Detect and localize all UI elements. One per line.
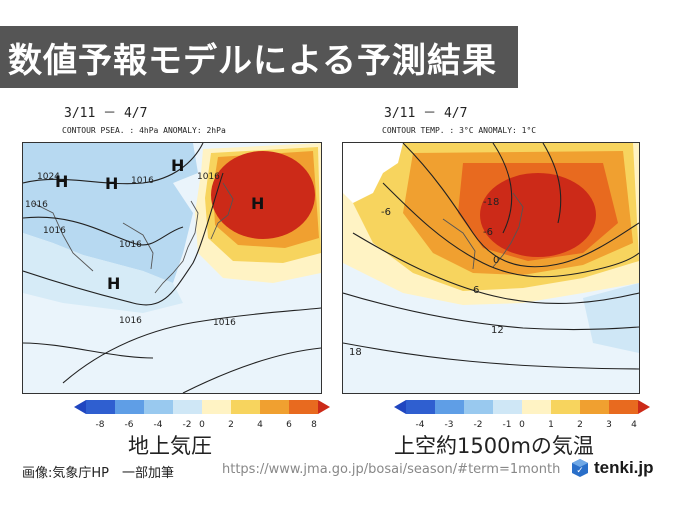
- image-credit: 画像:気象庁HP 一部加筆: [22, 466, 174, 481]
- colorbar-tick: -4: [154, 420, 163, 430]
- colorbar-tick: 0: [519, 420, 525, 430]
- isobar-label: 1016: [119, 240, 142, 250]
- source-url: https://www.jma.go.jp/bosai/season/#term…: [222, 462, 561, 477]
- isotherm-label: -6: [381, 207, 391, 218]
- colorbar-tick: -3: [445, 420, 454, 430]
- page-title: 数値予報モデルによる予測結果: [8, 40, 497, 81]
- isobar-label: 1016: [43, 226, 66, 236]
- colorbar-tick: -6: [125, 420, 134, 430]
- colorbar-tick: -8: [96, 420, 105, 430]
- colorbar-tick: 0: [199, 420, 205, 430]
- weak-negative-region: [23, 233, 183, 313]
- colorbar-tick: 4: [257, 420, 263, 430]
- colorbar-tick: -2: [183, 420, 192, 430]
- isobar-label: 1024: [37, 172, 60, 182]
- isotherm-label: -18: [483, 197, 499, 208]
- isotherms: [343, 143, 639, 370]
- isotherm-label: 18: [349, 347, 362, 358]
- svg-text:✓: ✓: [576, 466, 584, 476]
- isobar-label: 1016: [213, 318, 236, 328]
- surface-pressure-map: 1024 1016 1016 1016 1016 1016 1016 1016 …: [22, 142, 322, 394]
- high-pressure-mark: H: [171, 156, 184, 175]
- colorbar-tick: -1: [503, 420, 512, 430]
- colorbar-tick: 2: [228, 420, 234, 430]
- warm-anomaly-core: [480, 173, 596, 257]
- left-contour-label: CONTOUR PSEA. : 4hPa ANOMALY: 2hPa: [62, 126, 226, 135]
- isobar-label: 1016: [197, 172, 220, 182]
- left-colorbar: -8 -6 -4 -2 0 2 4 6 8: [74, 400, 330, 436]
- isotherm-label: 12: [491, 325, 504, 336]
- colorbar-tick: 3: [606, 420, 612, 430]
- high-pressure-mark: H: [55, 172, 68, 191]
- right-map-name: 上空約1500mの気温: [394, 434, 594, 458]
- colorbar-tick: 6: [286, 420, 292, 430]
- isobars: [23, 143, 321, 393]
- colorbar-tick: 1: [548, 420, 554, 430]
- right-colorbar-svg: -4 -3 -2 -1 0 1 2 3 4: [394, 400, 650, 430]
- upper-temperature-map: -6 -18 -6 0 6 12 18: [342, 142, 640, 394]
- left-colorbar-svg: -8 -6 -4 -2 0 2 4 6 8: [74, 400, 330, 430]
- tenki-logo: ✓ tenki.jp: [570, 458, 654, 478]
- right-date-range: 3/11 － 4/7: [384, 106, 468, 121]
- upper-temperature-map-svg: -6 -18 -6 0 6 12 18: [343, 143, 639, 393]
- isobar-label: 1016: [131, 176, 154, 186]
- left-date-range: 3/11 － 4/7: [64, 106, 148, 121]
- coastlines: [32, 182, 234, 294]
- colorbar-tick: -4: [416, 420, 425, 430]
- logo-text: tenki.jp: [594, 458, 654, 477]
- isotherm-label: 6: [473, 285, 479, 296]
- colorbar-tick: 2: [577, 420, 583, 430]
- cold-region: [343, 143, 403, 203]
- isotherm-label: 0: [493, 255, 499, 266]
- isotherm-label: -6: [483, 227, 493, 238]
- colorbar-tick: 8: [311, 420, 317, 430]
- colorbar-tick: 4: [631, 420, 637, 430]
- high-pressure-mark: H: [251, 194, 264, 213]
- isobar-label: 1016: [25, 200, 48, 210]
- tenki-logo-icon: ✓: [572, 459, 588, 477]
- isobar-label: 1016: [119, 316, 142, 326]
- negative-anomaly-region: [23, 143, 198, 283]
- high-pressure-mark: H: [107, 274, 120, 293]
- high-pressure-mark: H: [105, 174, 118, 193]
- positive-anomaly-core: [211, 151, 315, 239]
- right-contour-label: CONTOUR TEMP. : 3°C ANOMALY: 1°C: [382, 126, 537, 135]
- title-banner: 数値予報モデルによる予測結果: [0, 26, 518, 88]
- colorbar-tick: -2: [474, 420, 483, 430]
- right-colorbar: -4 -3 -2 -1 0 1 2 3 4: [394, 400, 650, 436]
- left-map-name: 地上気圧: [128, 434, 212, 458]
- surface-pressure-map-svg: 1024 1016 1016 1016 1016 1016 1016 1016 …: [23, 143, 321, 393]
- coastlines: [442, 192, 524, 270]
